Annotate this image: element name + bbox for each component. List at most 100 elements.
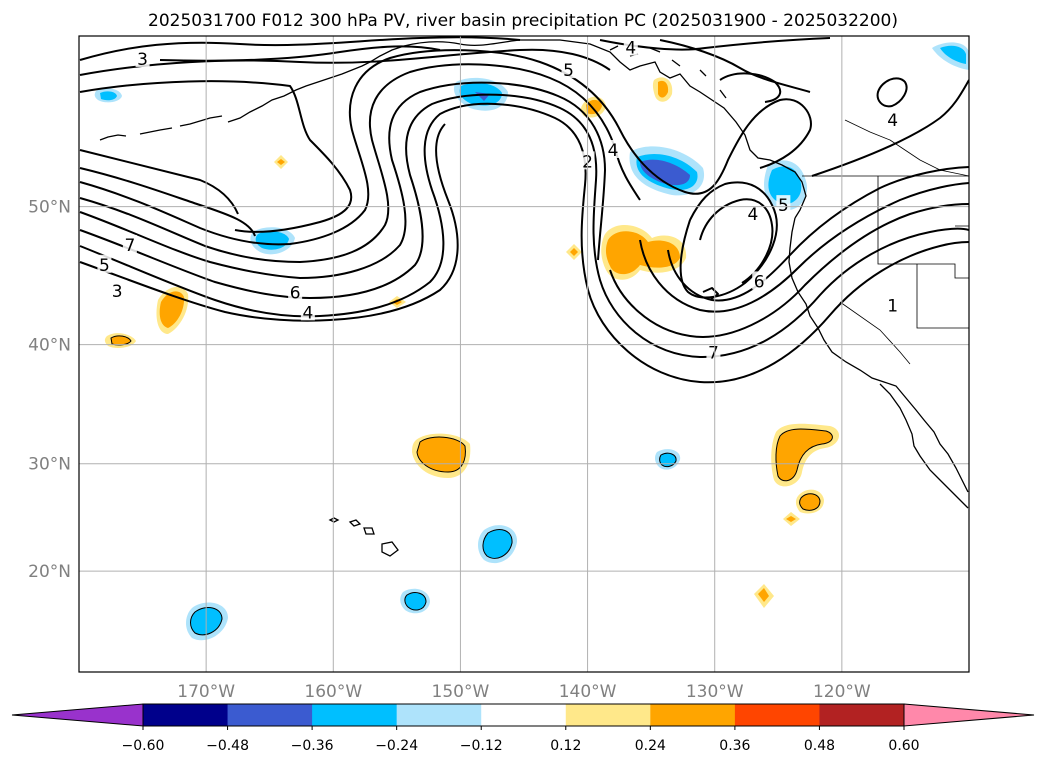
contour-label-background — [97, 254, 112, 273]
pv-contour — [79, 49, 812, 246]
alaska-bc-coast — [403, 39, 807, 219]
contour-label: 4 — [887, 111, 898, 131]
anomaly-patch — [100, 91, 117, 101]
anomaly-patch — [940, 45, 966, 64]
anomaly-patch — [570, 248, 578, 256]
colorbar-swatch — [819, 704, 905, 726]
pv-contour — [876, 77, 908, 108]
contour-label: 6 — [290, 283, 301, 303]
contour-label-background — [885, 295, 900, 314]
pv-contour — [79, 167, 256, 237]
contour-label: 5 — [563, 61, 574, 81]
lon-tick-label: 120°W — [813, 682, 871, 702]
lon-tick-label: 170°W — [177, 682, 235, 702]
pv-contour — [639, 182, 969, 313]
aleutian-islands-coast — [99, 45, 405, 141]
colorbar-swatch — [734, 704, 820, 726]
contour-label-background — [885, 109, 900, 128]
colorbar-tick-label: 0.12 — [550, 738, 581, 754]
contour-label-background — [745, 204, 760, 223]
anomaly-patch — [277, 159, 285, 165]
colorbar: −0.60 −0.48 −0.36 −0.24 −0.12 0.12 0.24 0.36 0.4… — [11, 703, 1035, 754]
colorbar-tick-label: −0.12 — [460, 738, 503, 754]
anomaly-patch — [111, 335, 131, 345]
colorbar-extend-min — [11, 703, 144, 727]
colorbar-tick-label: −0.60 — [122, 738, 165, 754]
lon-tick-label: 140°W — [559, 682, 617, 702]
pv-contour — [79, 93, 969, 359]
colorbar-swatch — [565, 704, 651, 726]
baja-california-coast — [879, 383, 969, 509]
pv-contour — [679, 181, 778, 299]
contour-label: 4 — [608, 141, 619, 161]
contour-label-background — [122, 234, 137, 253]
anomaly-outline — [799, 493, 821, 511]
colorbar-tick-label: −0.36 — [291, 738, 334, 754]
anomaly-patch — [658, 80, 669, 98]
pv-contour — [159, 45, 441, 62]
anomaly-patch — [758, 588, 769, 602]
colorbar-swatch — [312, 704, 398, 726]
anomaly-outline — [659, 452, 677, 468]
pv-contour — [79, 48, 611, 76]
pv-contour — [659, 39, 811, 93]
contour-label-background — [776, 195, 791, 214]
contour-label-background — [561, 60, 576, 79]
contour-label: 7 — [124, 236, 135, 256]
anomaly-patch — [768, 166, 802, 205]
contour-label-background — [300, 302, 315, 321]
anomaly-patch — [404, 592, 426, 610]
lon-tick-label: 130°W — [686, 682, 744, 702]
california-nevada-border — [839, 301, 911, 365]
pv-contour — [667, 166, 969, 302]
colorbar-swatch — [481, 704, 567, 726]
anomaly-outline — [775, 428, 833, 482]
lat-tick-label: 50°N — [28, 198, 71, 218]
contour-label-background — [706, 342, 721, 361]
anomaly-patch — [640, 159, 690, 186]
anomaly-outline — [190, 607, 223, 636]
map-frame — [78, 35, 970, 673]
contour-label: 4 — [747, 205, 758, 225]
contour-label: 4 — [625, 39, 636, 59]
colorbar-tick-label: 0.60 — [888, 738, 919, 754]
pv-contour — [609, 203, 969, 338]
graticule — [79, 36, 969, 672]
colorbar-tick-label: −0.48 — [206, 738, 249, 754]
lon-tick-label: 150°W — [432, 682, 490, 702]
contour-label: 4 — [302, 303, 313, 323]
colorbar-frame — [142, 703, 905, 727]
anomaly-outline — [482, 529, 513, 559]
us-state-borders — [877, 176, 969, 329]
colorbar-tick-label: 0.36 — [719, 738, 750, 754]
colorbar-swatch — [143, 704, 229, 726]
colorbar-extend-max — [903, 703, 1035, 727]
pv-contour — [79, 63, 641, 263]
colorbar-swatch — [227, 704, 313, 726]
anomaly-patch — [786, 516, 796, 522]
contour-label: 7 — [708, 343, 719, 363]
colorbar-swatch — [650, 704, 736, 726]
anomaly-outline — [404, 592, 427, 611]
colorbar-swatch — [396, 704, 482, 726]
anomaly-patch — [482, 529, 513, 559]
contour-label: 1 — [887, 297, 898, 317]
pv-contour — [79, 102, 969, 384]
lat-tick-label: 20°N — [28, 562, 71, 582]
contour-label-background — [623, 37, 638, 56]
contour-label-background — [606, 139, 620, 158]
pv-contour — [79, 123, 459, 322]
pv-contour — [699, 198, 774, 284]
lat-tick-label: 30°N — [28, 455, 71, 475]
contour-label: 3 — [112, 282, 123, 302]
anomaly-patch — [159, 291, 185, 328]
pv-contour — [79, 36, 521, 61]
contour-label-background — [288, 282, 303, 301]
axis-tick-labels: 170°W 160°W 150°W 140°W 130°W 120°W 20°N 30°N 40… — [28, 198, 871, 702]
colorbar-tick-label: −0.24 — [375, 738, 418, 754]
map-background — [79, 36, 969, 672]
pv-contour — [79, 149, 239, 215]
